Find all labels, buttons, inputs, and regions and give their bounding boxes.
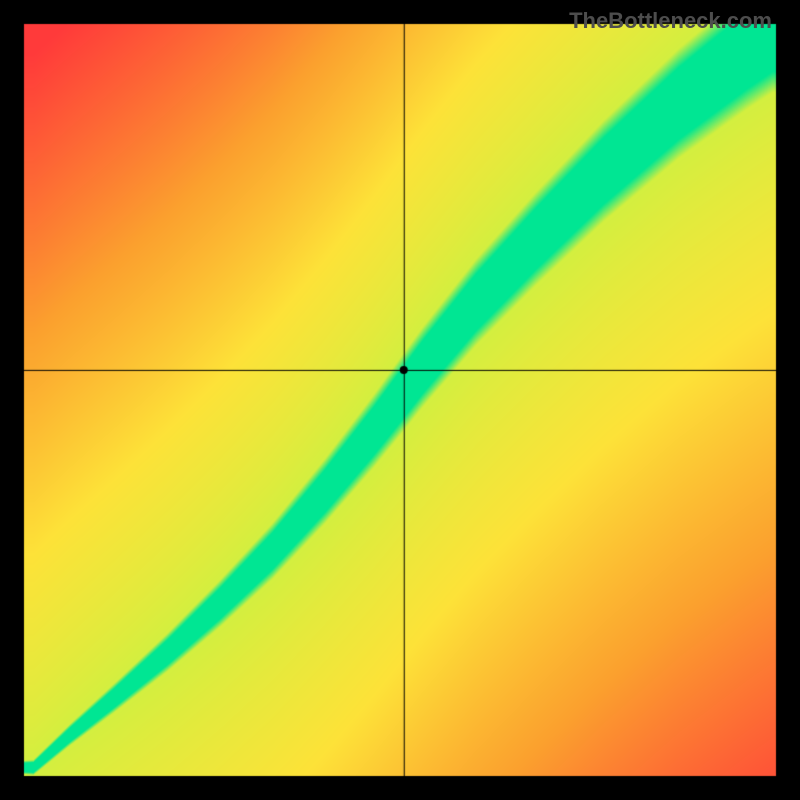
heatmap-canvas [0, 0, 800, 800]
watermark-text: TheBottleneck.com [569, 8, 772, 34]
chart-frame: TheBottleneck.com [0, 0, 800, 800]
